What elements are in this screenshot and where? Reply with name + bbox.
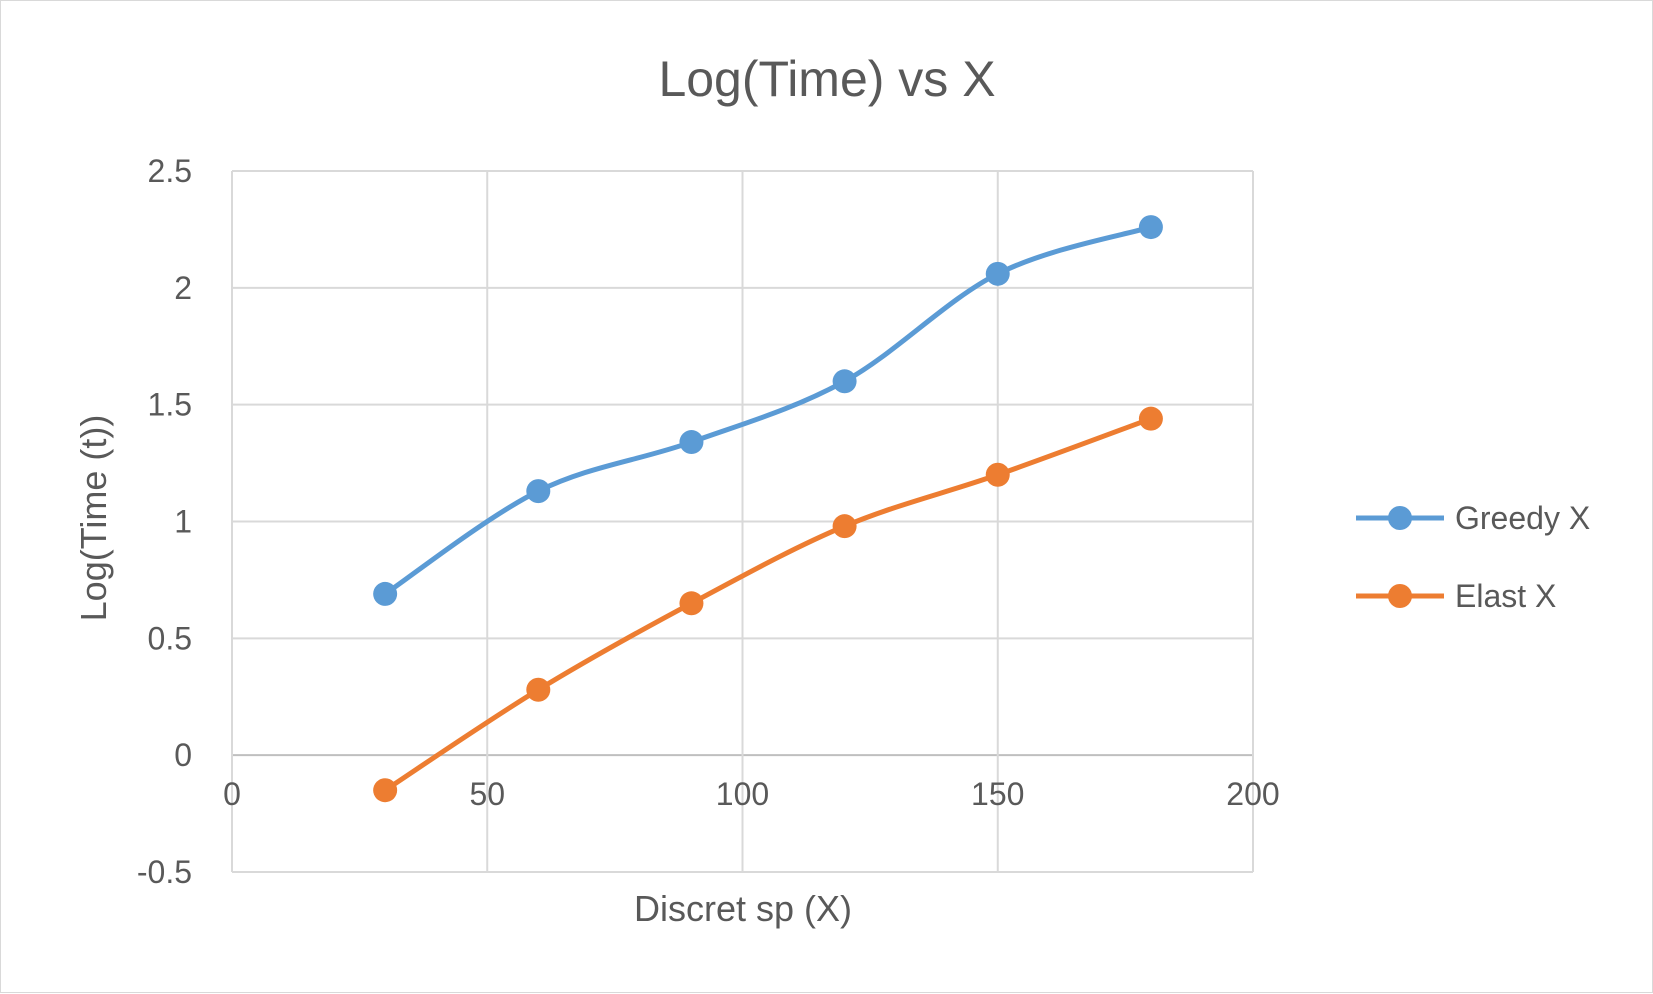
legend-marker-greedy-x	[1388, 506, 1412, 530]
x-axis-title: Discret sp (X)	[634, 888, 852, 929]
legend-marker-elast-x	[1388, 584, 1412, 608]
data-point-elast-x	[373, 778, 398, 803]
y-tick-label: -0.5	[137, 854, 192, 890]
data-point-elast-x	[1138, 406, 1163, 431]
y-tick-label: 2.5	[148, 153, 192, 189]
legend-label-elast-x: Elast X	[1455, 578, 1556, 614]
y-tick-label: 0	[174, 737, 192, 773]
series-line-elast-x	[382, 416, 1154, 793]
data-point-greedy-x	[373, 581, 398, 606]
x-tick-label: 150	[971, 776, 1024, 812]
y-tick-label: 1.5	[148, 387, 192, 423]
tick-labels: -0.5 0 0.5 1 1.5 2 2.5 0 50 100 150 200	[137, 153, 1280, 890]
y-axis-title: Log(Time (t))	[73, 415, 114, 622]
data-point-greedy-x	[832, 369, 857, 394]
series-layer	[373, 215, 1163, 803]
data-point-greedy-x	[985, 261, 1010, 286]
data-point-elast-x	[526, 677, 551, 702]
x-tick-label: 0	[223, 776, 241, 812]
legend: Greedy X Elast X	[1356, 500, 1590, 614]
data-point-greedy-x	[526, 479, 551, 504]
x-tick-label: 200	[1226, 776, 1279, 812]
legend-label-greedy-x: Greedy X	[1455, 500, 1590, 536]
data-point-elast-x	[985, 462, 1010, 487]
y-tick-label: 2	[174, 270, 192, 306]
gridlines	[231, 170, 1254, 873]
data-point-greedy-x	[679, 430, 704, 455]
x-tick-label: 50	[469, 776, 505, 812]
data-point-elast-x	[679, 591, 704, 616]
y-tick-label: 0.5	[148, 620, 192, 656]
series-line-greedy-x	[382, 224, 1154, 597]
y-tick-label: 1	[174, 504, 192, 540]
data-point-greedy-x	[1138, 215, 1163, 240]
chart-title: Log(Time) vs X	[658, 51, 995, 107]
x-tick-label: 100	[716, 776, 769, 812]
data-point-elast-x	[832, 514, 857, 539]
